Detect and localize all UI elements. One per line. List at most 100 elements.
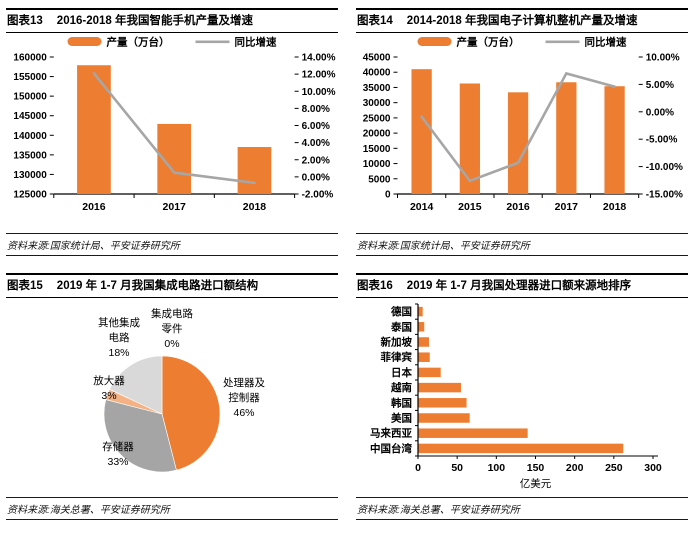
fig13-source-text: 资料来源:国家统计局、平安证券研究所 [7,241,180,252]
svg-text:0.00%: 0.00% [646,107,674,118]
hbar-日本 [418,367,441,378]
svg-text:0: 0 [415,462,421,474]
svg-text:菲律宾: 菲律宾 [381,351,413,364]
growth-line [420,71,616,183]
hbar-马来西亚 [418,428,528,438]
hbar-中国台湾 [418,443,624,454]
svg-text:集成电路: 集成电路 [151,307,193,320]
figures-grid: 图表13 2016-2018 年我国智能手机产量及增速 产量（万台） 同比增速 12… [6,8,688,520]
fig16-source: 资料来源:海关总署、平安证券研究所 [356,497,688,520]
svg-text:0: 0 [385,190,391,201]
hbar-菲律宾 [418,352,430,362]
svg-text:德国: 德国 [390,305,412,318]
svg-text:2017: 2017 [163,201,187,213]
svg-text:2.00%: 2.00% [302,155,330,166]
svg-text:150: 150 [527,462,545,474]
svg-text:25000: 25000 [363,113,391,124]
fig14-computer-output: 产量（万台） 同比增速 0 5000 10000 15000 20000 25000 30000… [363,36,683,214]
svg-text:5.00%: 5.00% [646,80,674,91]
hbar-美国 [418,413,470,423]
fig15-pie-chart: 处理器及 控制器 46% 存储器 33% 放大器 3% 其他集成 电路 18% 集成电路 零件 0% [6,298,338,494]
svg-text:46%: 46% [233,407,254,419]
panel-fig14: 图表14 2014-2018 年我国电子计算机整机产量及增速 产量（万台） 同比增… [356,8,688,256]
fig15-source-text: 资料来源:海关总署、平安证券研究所 [7,505,170,516]
fig14-header: 图表14 2014-2018 年我国电子计算机整机产量及增速 [356,8,688,33]
svg-text:2015: 2015 [458,201,482,213]
fig14-title: 2014-2018 年我国电子计算机整机产量及增速 [406,15,638,27]
svg-text:2016: 2016 [506,201,530,213]
svg-text:电路: 电路 [109,331,130,344]
panel-fig13: 图表13 2016-2018 年我国智能手机产量及增速 产量（万台） 同比增速 12… [6,8,338,256]
hbar-德国 [418,306,423,317]
svg-text:美国: 美国 [391,412,412,425]
svg-text:130000: 130000 [13,170,47,181]
svg-text:-15.00%: -15.00% [646,190,683,201]
bar-2018 [237,147,272,194]
svg-text:-5.00%: -5.00% [646,135,678,146]
fig16-header: 图表16 2019 年 1-7 月我国处理器进口额来源地排序 [356,273,688,298]
svg-text:160000: 160000 [13,53,47,64]
svg-text:产量（万台）: 产量（万台） [107,36,170,49]
pie-slice-其他集成电路 [109,355,163,415]
hbar-新加坡 [418,337,429,347]
svg-text:中国台湾: 中国台湾 [370,442,412,455]
bar-2014 [411,69,432,194]
svg-text:8.00%: 8.00% [302,104,330,115]
svg-text:10000: 10000 [363,159,391,170]
svg-text:15000: 15000 [363,144,391,155]
fig16-hbar-chart: 德国 泰国 新加坡 菲律宾 日本 越南 韩国 美国 马来西亚 中国台湾 0 50 100 150 200 25… [356,298,688,494]
legend-bar-swatch [67,37,102,46]
svg-text:马来西亚: 马来西亚 [370,427,412,440]
svg-text:0.00%: 0.00% [302,172,330,183]
svg-text:10.00%: 10.00% [646,53,680,64]
svg-text:日本: 日本 [391,366,412,379]
svg-text:40000: 40000 [363,68,391,79]
fig16-source-text: 资料来源:海关总署、平安证券研究所 [357,505,520,516]
svg-text:同比增速: 同比增速 [585,36,627,49]
svg-text:新加坡: 新加坡 [381,336,413,349]
svg-text:2017: 2017 [555,201,579,213]
fig15-title: 2019 年 1-7 月我国集成电路进口额结构 [56,280,259,292]
svg-text:12.00%: 12.00% [302,70,336,81]
svg-text:0%: 0% [164,338,179,350]
svg-text:2018: 2018 [243,201,267,213]
svg-text:-10.00%: -10.00% [646,162,683,173]
svg-text:2018: 2018 [603,201,627,213]
svg-text:250: 250 [605,462,623,474]
svg-text:控制器: 控制器 [228,391,260,404]
svg-text:存储器: 存储器 [102,440,134,453]
svg-text:135000: 135000 [13,150,47,161]
svg-text:亿美元: 亿美元 [520,477,552,490]
svg-text:125000: 125000 [13,190,47,201]
fig13-combo-chart: 产量（万台） 同比增速 125000 130000 135000 140000 145000… [6,33,338,221]
svg-text:泰国: 泰国 [390,320,412,333]
svg-text:140000: 140000 [13,131,47,142]
svg-text:2014: 2014 [410,201,434,213]
svg-text:6.00%: 6.00% [302,121,330,132]
fig13-header: 图表13 2016-2018 年我国智能手机产量及增速 [6,8,338,33]
growth-line [92,71,256,185]
svg-text:145000: 145000 [13,111,47,122]
fig14-tag: 图表14 [357,15,393,27]
svg-text:33%: 33% [107,456,128,468]
hbar-越南 [418,382,462,393]
fig15-header: 图表15 2019 年 1-7 月我国集成电路进口额结构 [6,273,338,298]
fig14-combo-chart: 产量（万台） 同比增速 0 5000 10000 15000 20000 25000 30000… [356,33,688,221]
fig16-tag: 图表16 [357,280,393,292]
svg-text:200: 200 [566,462,584,474]
bar-2018 [604,86,625,194]
legend-line-swatch [195,40,230,44]
svg-text:150000: 150000 [13,92,47,103]
panel-fig15: 图表15 2019 年 1-7 月我国集成电路进口额结构 处理器及 控制器 46% 存… [6,273,338,520]
bar-2017 [556,82,577,194]
legend-bar-swatch [417,37,452,46]
fig16-title: 2019 年 1-7 月我国处理器进口额来源地排序 [406,280,632,292]
svg-text:300: 300 [644,462,662,474]
svg-text:20000: 20000 [363,129,391,140]
legend-line-swatch [545,40,580,44]
svg-text:放大器: 放大器 [93,374,125,387]
hbar-韩国 [418,398,467,408]
